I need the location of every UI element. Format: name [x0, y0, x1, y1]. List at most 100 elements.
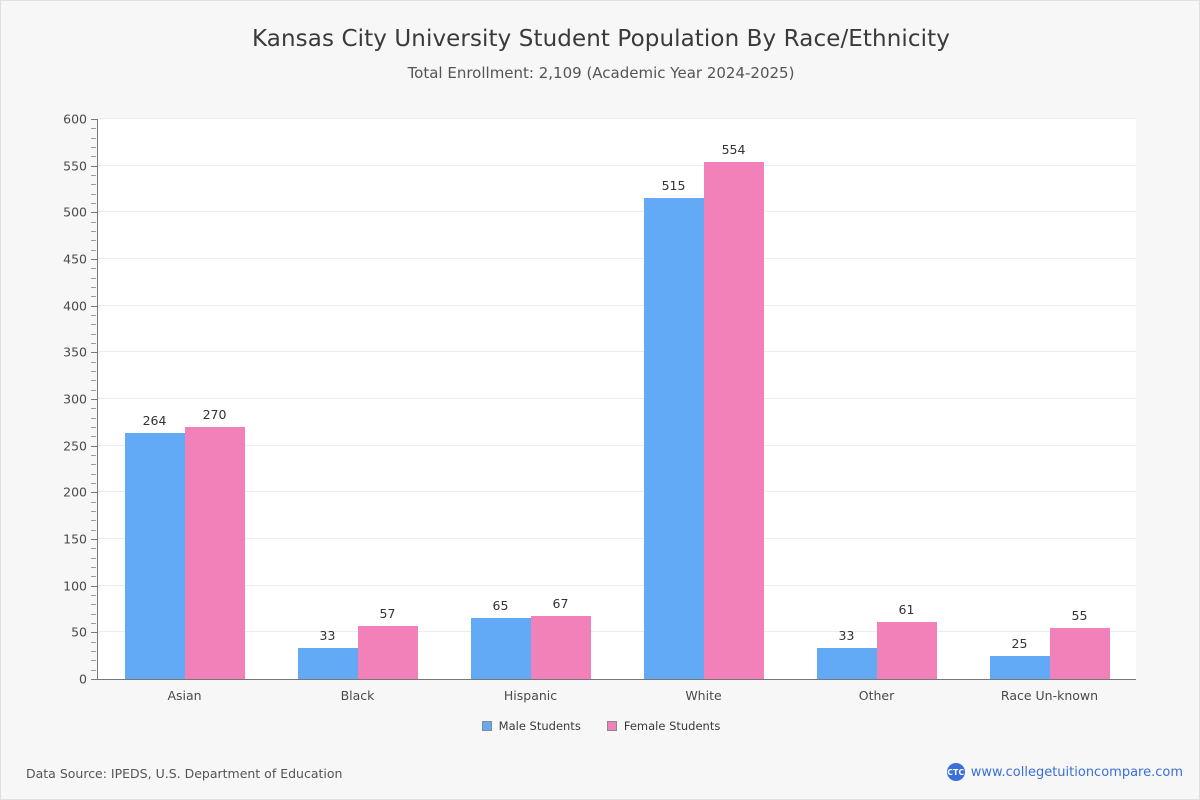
y-axis-minor-tick	[91, 473, 96, 475]
y-axis-major-tick	[91, 679, 98, 680]
y-axis-minor-tick	[91, 417, 96, 419]
bar[interactable]	[124, 432, 185, 679]
y-axis-major-tick	[91, 445, 98, 447]
x-axis-line	[98, 679, 1136, 680]
gridline	[98, 584, 1136, 586]
y-axis-tick-label: 300	[63, 391, 87, 407]
gridline	[98, 211, 1136, 213]
y-axis-minor-tick	[91, 623, 96, 624]
legend-item[interactable]: Male Students	[481, 719, 581, 733]
y-axis-minor-tick	[91, 268, 96, 270]
bar[interactable]	[1049, 627, 1110, 679]
y-axis-minor-tick	[91, 221, 96, 223]
y-axis-minor-tick	[91, 389, 96, 391]
gridline	[98, 444, 1136, 446]
y-axis-major-tick	[91, 399, 98, 400]
y-axis-minor-tick	[91, 483, 96, 484]
gridline	[98, 304, 1136, 306]
x-axis-tick-label: White	[685, 688, 722, 703]
bar[interactable]	[184, 427, 245, 679]
bar[interactable]	[989, 655, 1050, 679]
y-axis-major-tick	[91, 492, 98, 494]
y-axis-minor-tick	[91, 501, 96, 503]
x-axis-tick-label: Race Un-known	[1000, 688, 1099, 703]
y-axis-minor-tick	[91, 529, 96, 531]
y-axis-minor-tick	[91, 660, 96, 662]
page-title: Kansas City University Student Populatio…	[252, 26, 950, 52]
y-axis-tick-label: 100	[63, 578, 87, 594]
bar[interactable]	[530, 616, 591, 679]
bar[interactable]	[876, 622, 937, 679]
bar-value-label: 65	[492, 598, 509, 614]
y-axis-minor-tick	[91, 175, 96, 176]
legend-swatch-icon	[606, 721, 617, 731]
y-axis-minor-tick	[91, 156, 96, 158]
y-axis-minor-tick	[91, 567, 96, 568]
y-axis-minor-tick	[91, 184, 96, 186]
bar[interactable]	[357, 625, 418, 679]
bar[interactable]	[703, 161, 764, 679]
data-source-note: Data Source: IPEDS, U.S. Department of E…	[26, 766, 343, 781]
y-axis-minor-tick	[91, 128, 96, 130]
y-axis-major-tick	[91, 352, 98, 354]
y-axis-minor-tick	[91, 287, 96, 288]
y-axis-major-tick	[91, 165, 98, 167]
y-axis-minor-tick	[91, 548, 96, 550]
y-axis-minor-tick	[91, 147, 96, 148]
x-axis-tick-label: Hispanic	[503, 688, 558, 703]
legend-label: Female Students	[623, 719, 721, 733]
y-axis-minor-tick	[91, 333, 96, 335]
y-axis-tick-label: 600	[63, 111, 87, 127]
y-axis-minor-tick	[91, 361, 96, 363]
ctc-logo-icon: CTC	[946, 763, 965, 781]
bar-value-label: 33	[319, 628, 336, 644]
gridline	[98, 118, 1136, 119]
x-axis-tick-label: Asian	[167, 688, 202, 703]
bar[interactable]	[470, 618, 531, 679]
y-axis-major-tick	[91, 539, 98, 540]
y-axis-minor-tick	[91, 604, 96, 606]
y-axis-minor-tick	[91, 193, 96, 195]
plot-area: 264 270 33 57 65 67 515 554 33 61 25 55	[98, 118, 1136, 679]
y-axis-major-tick	[91, 259, 98, 260]
bar-value-label: 264	[142, 412, 167, 428]
y-axis-tick-label: 450	[63, 251, 87, 267]
site-attribution[interactable]: CTC www.collegetuitioncompare.com	[946, 763, 1183, 781]
bar-value-label: 57	[379, 605, 396, 621]
bar-value-label: 25	[1011, 635, 1028, 651]
bar[interactable]	[643, 198, 704, 679]
y-axis-minor-tick	[91, 296, 96, 298]
bar[interactable]	[816, 648, 877, 679]
y-axis-minor-tick	[91, 576, 96, 578]
bar-value-label: 67	[552, 596, 569, 612]
gridline	[98, 631, 1136, 633]
x-axis-tick-label: Black	[340, 688, 375, 703]
y-axis-major-tick	[91, 305, 98, 307]
y-axis-tick-label: 200	[63, 484, 87, 500]
gridline	[98, 258, 1136, 259]
y-axis-tick-label: 150	[63, 531, 87, 547]
y-axis-tick-label: 550	[63, 158, 87, 174]
y-axis-minor-tick	[91, 651, 96, 652]
gridline	[98, 491, 1136, 493]
y-axis-tick-label: 50	[71, 624, 87, 640]
y-axis-major-tick	[91, 119, 98, 120]
x-axis-tick-label: Other	[858, 688, 895, 703]
y-axis-minor-tick	[91, 277, 96, 279]
y-axis-minor-tick	[91, 455, 96, 456]
bar-value-label: 61	[898, 602, 915, 618]
y-axis-minor-tick	[91, 669, 96, 671]
y-axis-minor-tick	[91, 371, 96, 372]
y-axis-minor-tick	[91, 464, 96, 466]
bar[interactable]	[297, 648, 358, 679]
y-axis-minor-tick	[91, 231, 96, 232]
bar-value-label: 270	[202, 407, 227, 422]
y-axis-minor-tick	[91, 240, 96, 242]
bar-value-label: 33	[838, 628, 855, 644]
bar-value-label: 55	[1071, 607, 1088, 623]
y-axis-minor-tick	[91, 324, 96, 326]
legend-item[interactable]: Female Students	[606, 719, 721, 733]
y-axis-minor-tick	[91, 315, 96, 316]
site-url-link[interactable]: www.collegetuitioncompare.com	[970, 764, 1183, 780]
y-axis-minor-tick	[91, 511, 96, 512]
